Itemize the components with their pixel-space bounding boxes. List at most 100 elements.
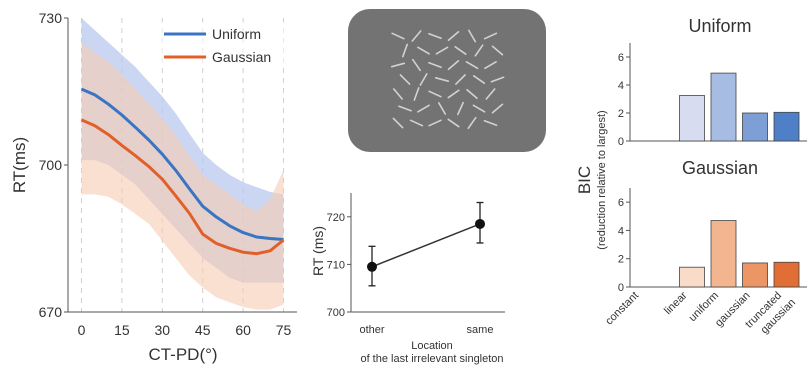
rt-curve-panel: 670 700 730 0 15 30 45 60 75 RT(ms) CT-PD(°) Uni… [10,10,297,364]
rt-location-xlabel-line1: Location [411,340,453,352]
stimulus-bar [483,32,498,40]
y-tick-label-4: 4 [618,80,624,92]
stimulus-bar [474,44,484,57]
stimulus-bar [428,32,442,40]
stimulus-bar [411,58,422,72]
x-tick-label-75: 75 [276,322,292,338]
stimulus-bar [417,46,430,55]
y-tick-label-0: 0 [618,136,624,148]
stimulus-bar [447,30,460,42]
y-tick-label-2: 2 [618,254,624,266]
bar-linear [679,95,705,142]
search-display-panel [348,9,546,152]
bic-ylabel-sub: (reduction relative to largest) [596,110,608,249]
stimulus-bar [472,104,486,113]
stimulus-bar [491,103,504,114]
bic-title-uniform: Uniform [688,16,751,36]
bic-xtick-label-0: constant [603,290,641,328]
stimulus-bar [447,118,460,128]
stimulus-bar [465,60,479,70]
rt-location-ticks: 700 710 720 other same [327,212,494,336]
x-tick-label-30: 30 [155,322,171,338]
stimulus-bar [428,61,442,68]
stimulus-bar [428,119,442,127]
search-display-lines [390,29,505,130]
bic-ylabel: BIC [575,166,594,194]
stimulus-bar [398,105,412,112]
bic-xtick-labels: constant linearuniformgaussiantruncatedga… [603,289,798,336]
connecting-line [371,223,481,268]
stimulus-bar [399,74,411,85]
rt-curve-lines [80,87,285,256]
stimulus-bar [391,32,405,40]
rt-location-panel: 700 710 720 other same RT (ms) Location of t… [310,193,505,365]
stimulus-bar [455,74,466,85]
y-tick-label-700: 700 [39,157,63,173]
y-tick-label-0: 0 [618,282,624,294]
stimulus-bar [392,88,404,100]
stimulus-bar [413,87,420,101]
y-tick-label-730: 730 [39,10,63,26]
stimulus-bar [435,46,449,55]
point-same [475,218,485,229]
ci-band-gaussian [81,42,284,310]
stimulus-bar [483,120,498,126]
series-line-uniform [80,87,284,241]
stimulus-bar [467,29,477,43]
stimulus-bar [447,59,460,70]
bar-gaussian [742,112,768,142]
bic-title-gaussian: Gaussian [682,158,758,178]
stimulus-bar [434,77,450,82]
stimulus-bar [390,62,406,68]
bic-panel: BIC (reduction relative to largest) Unif… [575,16,807,336]
bar-linear [679,266,705,288]
stimulus-bar [411,30,422,42]
legend-label-uniform: Uniform [212,26,261,42]
rt-curve-legend: Uniform Gaussian [158,22,286,68]
rt-location-marks [367,201,485,287]
y-tick-label-6: 6 [618,52,624,64]
x-tick-label-15: 15 [114,322,130,338]
stimulus-bar [428,90,442,98]
x-tick-label-45: 45 [195,322,211,338]
x-tick-label-same: same [467,324,494,336]
y-tick-label-710: 710 [327,259,345,271]
stimulus-bar [466,89,478,99]
bic-gaussian-chart: Gaussian 0 2 4 6 [618,158,807,294]
y-tick-label-720: 720 [327,212,345,224]
bar-truncated-gaussian [773,261,800,288]
y-tick-label-670: 670 [39,304,63,320]
series-line-gaussian [80,118,285,256]
y-tick-label-2: 2 [618,108,624,120]
stimulus-bar [437,102,447,115]
x-tick-label-60: 60 [235,322,251,338]
stimulus-bar [491,45,504,56]
bar-gaussian [742,262,768,288]
rt-location-xlabel-line2: of the last irrelevant singleton [360,353,503,365]
legend-label-gaussian: Gaussian [212,49,271,65]
point-other [367,261,377,272]
stimulus-bar [454,45,467,56]
legend-box [158,22,286,68]
stimulus-bar [401,43,409,58]
stimulus-bar [409,119,424,127]
x-tick-label-0: 0 [78,322,86,338]
bic-xtick-label-1: linear [662,289,690,317]
stimulus-bar [419,73,428,86]
rt-curve-ylabel: RT(ms) [10,137,29,193]
stimulus-bar [456,101,465,116]
stimulus-bar [417,104,430,113]
bar-uniform [710,72,737,142]
rt-curve-bands [81,18,284,310]
bar-truncated-gaussian [773,111,800,142]
stimulus-bar [392,117,404,129]
stimulus-bar [485,88,496,100]
y-tick-label-4: 4 [618,225,624,237]
y-tick-label-700: 700 [327,307,345,319]
rt-curve-ticks: 670 700 730 0 15 30 45 60 75 [39,10,292,338]
rt-curve-xlabel: CT-PD(°) [148,345,217,364]
stimulus-bar [490,76,505,83]
rt-location-ylabel: RT (ms) [310,226,326,276]
stimulus-bar [484,60,497,70]
